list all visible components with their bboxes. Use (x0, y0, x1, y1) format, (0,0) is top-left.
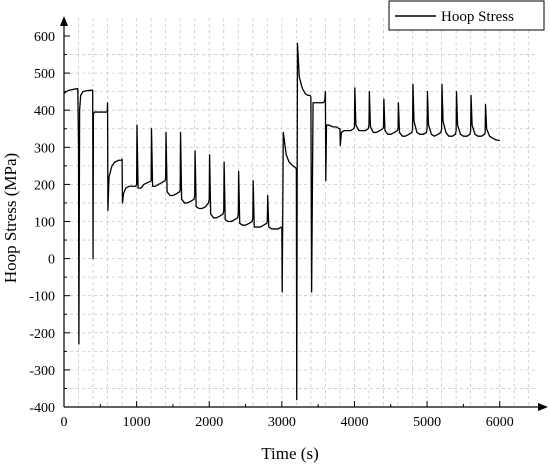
x-tick-label: 6000 (486, 415, 514, 430)
legend: Hoop Stress (388, 0, 545, 31)
y-tick-label: 0 (48, 253, 55, 268)
y-tick-label: 100 (34, 216, 55, 231)
y-tick-label: 600 (34, 30, 55, 45)
x-tick-label: 0 (61, 415, 68, 430)
x-tick-label: 1000 (123, 415, 151, 430)
y-tick-label: -400 (29, 401, 55, 416)
x-axis-title: Time (s) (261, 444, 318, 463)
y-tick-label: 200 (34, 178, 55, 193)
y-axis-arrow-icon (60, 16, 68, 26)
axes (60, 16, 548, 411)
x-tick-label: 4000 (340, 415, 368, 430)
y-tick-label: 300 (34, 141, 55, 156)
y-axis-title: Hoop Stress (MPa) (1, 153, 20, 283)
y-tick-label: -100 (29, 290, 55, 305)
x-axis-arrow-icon (538, 403, 548, 411)
y-tick-label: -300 (29, 364, 55, 379)
series-line-hoop-stress (64, 42, 500, 401)
tick-labels: 0 1000 2000 3000 4000 5000 6000-400-300-200-10… (29, 30, 513, 430)
x-tick-label: 3000 (268, 415, 296, 430)
y-tick-label: -200 (29, 327, 55, 342)
x-tick-label: 2000 (195, 415, 223, 430)
grid (64, 18, 536, 407)
series-layer (64, 42, 500, 401)
legend-label: Hoop Stress (441, 9, 514, 25)
y-tick-label: 400 (34, 104, 55, 119)
y-tick-label: 500 (34, 67, 55, 82)
x-tick-label: 5000 (413, 415, 441, 430)
